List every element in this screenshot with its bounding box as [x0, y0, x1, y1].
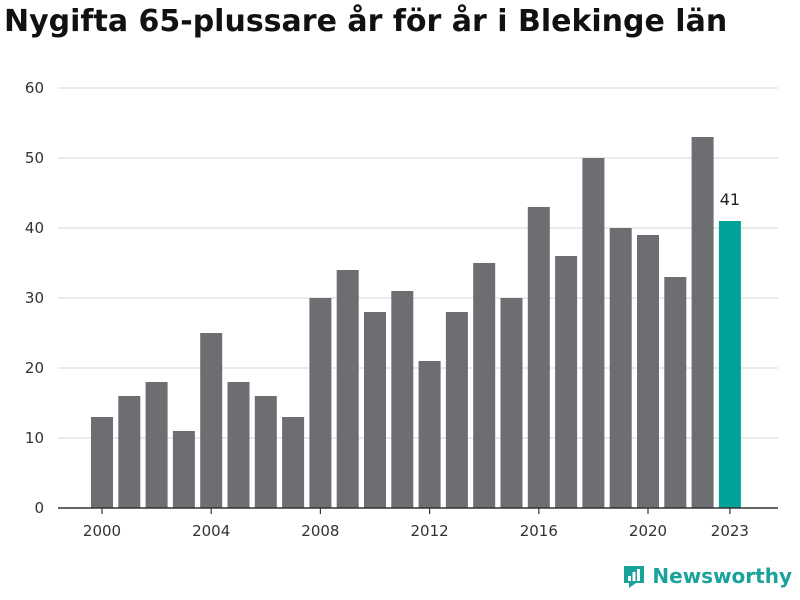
x-tick-label-2016: 2016: [520, 522, 558, 540]
x-tick-label-2012: 2012: [411, 522, 449, 540]
bar-2017: [555, 256, 578, 508]
y-tick-label-20: 20: [25, 359, 44, 377]
y-tick-label-50: 50: [25, 149, 44, 167]
bar-2006: [254, 396, 277, 508]
bar-2014: [473, 263, 496, 508]
bar-2001: [118, 396, 141, 508]
bar-2011: [391, 291, 414, 508]
bar-2010: [364, 312, 386, 508]
bar-2022: [691, 137, 714, 508]
y-tick-label-10: 10: [25, 429, 44, 447]
data-label-2023: 41: [720, 190, 740, 209]
labels: 0 10 20 30 40 50 60 41 2000 2004 2008 2012 2016 2020 2…: [25, 79, 749, 540]
bar-2015: [500, 298, 523, 508]
y-tick-label-0: 0: [34, 499, 44, 517]
brand: Newsworthy: [622, 564, 792, 588]
x-tick-label-2008: 2008: [301, 522, 339, 540]
x-tick-label-2004: 2004: [192, 522, 230, 540]
bar-2009: [336, 270, 359, 508]
y-tick-label-30: 30: [25, 289, 44, 307]
chart-title: Nygifta 65-plussare år för år i Blekinge…: [4, 4, 728, 39]
x-tick-label-2023: 2023: [711, 522, 749, 540]
x-tick-label-2020: 2020: [629, 522, 667, 540]
bar-2012: [418, 361, 441, 508]
x-tick-label-2000: 2000: [83, 522, 121, 540]
bar-2002: [145, 382, 168, 508]
axes: [58, 507, 778, 514]
y-tick-label-60: 60: [25, 79, 44, 97]
bar-2008: [309, 298, 332, 508]
brand-name: Newsworthy: [652, 564, 792, 588]
bar-2000: [91, 417, 113, 508]
bar-2007: [282, 417, 305, 508]
bar-2021: [664, 277, 687, 508]
bar-2013: [445, 312, 468, 508]
bar-2004: [200, 333, 223, 508]
bar-2005: [227, 382, 250, 508]
bar-2020: [637, 235, 659, 508]
bar-2016: [527, 207, 550, 508]
bar-2019: [609, 228, 632, 508]
y-tick-label-40: 40: [25, 219, 44, 237]
bars: [91, 137, 741, 508]
bar-2003: [172, 431, 195, 508]
bar-2023: [718, 221, 741, 508]
bar-2018: [582, 158, 605, 508]
chart-bubble-icon: [624, 566, 645, 588]
